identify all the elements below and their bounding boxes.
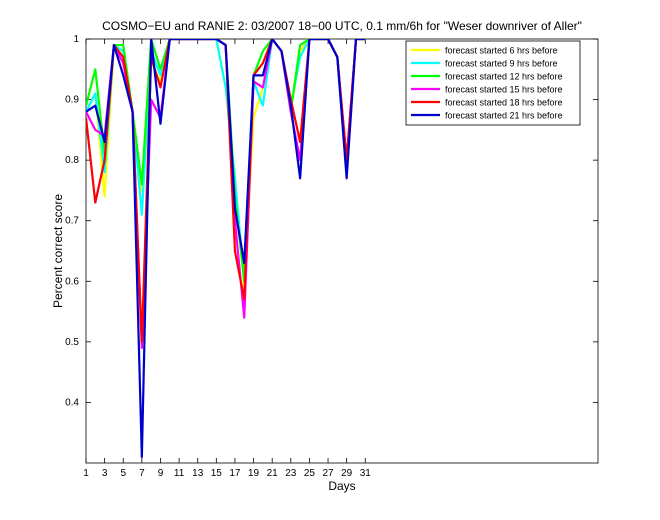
x-tick-label: 1 xyxy=(83,468,89,479)
x-tick-label: 11 xyxy=(174,468,185,479)
x-tick-label: 31 xyxy=(360,468,372,479)
x-tick-label: 23 xyxy=(285,468,297,479)
legend-label-1: forecast started 6 hrs before xyxy=(445,46,558,56)
x-tick-label: 3 xyxy=(102,468,108,479)
y-axis-label: Percent correct score xyxy=(51,194,65,308)
series-lines xyxy=(86,39,366,459)
x-axis-label: Days xyxy=(328,479,355,493)
x-tick-label: 29 xyxy=(341,468,353,479)
y-tick-label: 0.6 xyxy=(65,276,79,287)
y-tick-label: 1 xyxy=(73,34,79,45)
y-tick-label: 0.5 xyxy=(65,337,79,348)
legend-label-6: forecast started 21 hrs before xyxy=(445,111,563,121)
legend: forecast started 6 hrs before forecast st… xyxy=(405,40,581,126)
x-axis: 1 3 5 7 9 11 13 15 17 19 21 23 25 27 29 31 xyxy=(83,39,371,479)
y-tick-label: 0.7 xyxy=(65,216,79,227)
legend-label-3: forecast started 12 hrs before xyxy=(445,72,563,82)
y-tick-label: 0.4 xyxy=(65,397,79,408)
series-line-6 xyxy=(86,39,366,459)
legend-label-4: forecast started 15 hrs before xyxy=(445,85,563,95)
x-tick-label: 7 xyxy=(139,468,145,479)
x-tick-label: 17 xyxy=(229,468,241,479)
legend-label-2: forecast started 9 hrs before xyxy=(445,59,558,69)
y-tick-label: 0.9 xyxy=(65,95,79,106)
legend-box xyxy=(405,40,581,126)
x-tick-label: 27 xyxy=(322,468,334,479)
chart-title: COSMO−EU and RANIE 2: 03/2007 18−00 UTC,… xyxy=(102,19,582,33)
x-tick-label: 5 xyxy=(120,468,126,479)
y-tick-label: 0.8 xyxy=(65,155,79,166)
x-tick-label: 19 xyxy=(248,468,260,479)
y-axis: 0.4 0.5 0.6 0.7 0.8 0.9 1 xyxy=(65,34,598,408)
x-tick-label: 25 xyxy=(304,468,316,479)
x-tick-label: 21 xyxy=(267,468,279,479)
x-tick-label: 13 xyxy=(192,468,204,479)
x-tick-label: 15 xyxy=(211,468,223,479)
x-tick-label: 9 xyxy=(158,468,164,479)
legend-label-5: forecast started 18 hrs before xyxy=(445,98,563,108)
